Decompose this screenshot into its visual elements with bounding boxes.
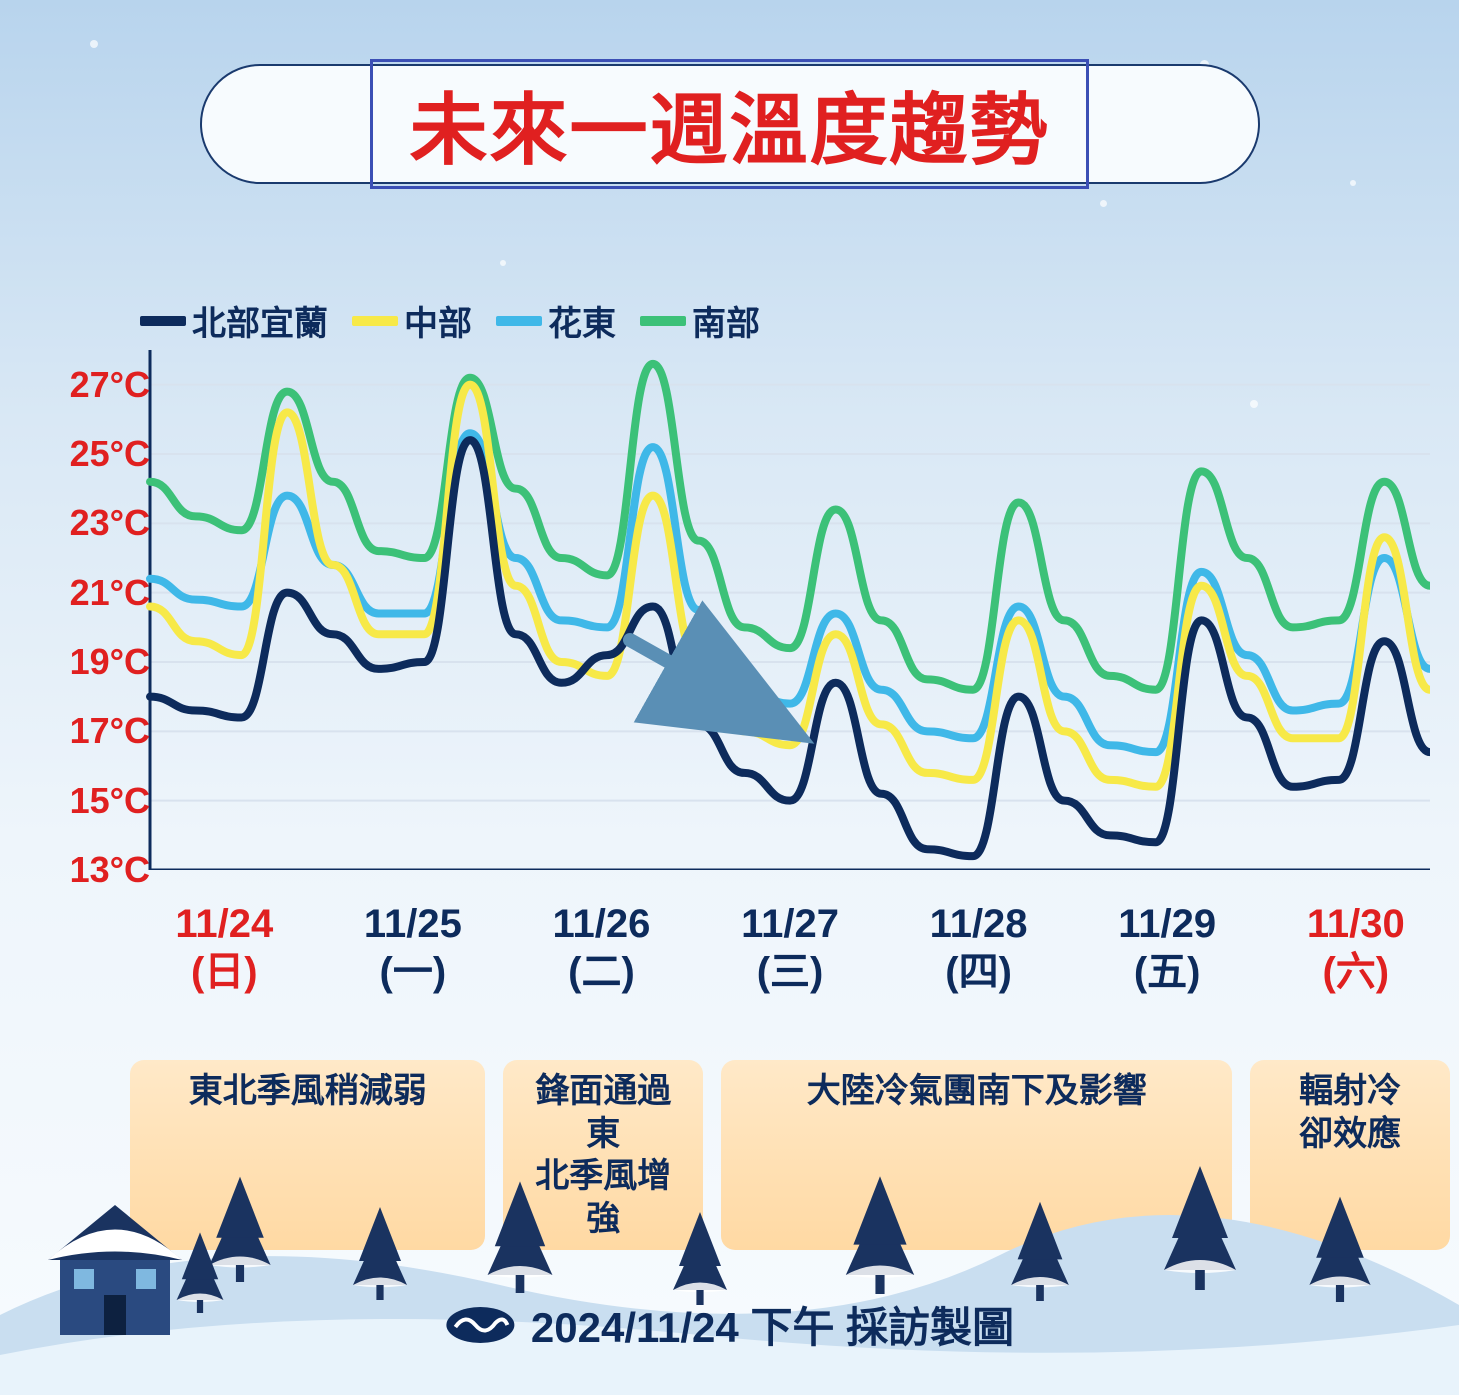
weather-note: 鋒面通過東北季風增強 [503, 1060, 703, 1250]
x-axis-label: 11/27(三) [696, 900, 885, 996]
x-axis-label: 11/28(四) [884, 900, 1073, 996]
cwb-logo-icon [445, 1303, 515, 1347]
legend-item: 南部 [640, 296, 760, 345]
title-pill: 未來一週溫度趨勢 [200, 64, 1260, 184]
y-tick-label: 13°C [70, 849, 150, 891]
legend-label: 花東 [548, 296, 616, 345]
legend-item: 中部 [352, 296, 472, 345]
legend-swatch [496, 316, 542, 326]
footer: 2024/11/24 下午 採訪製圖 [445, 1294, 1014, 1355]
x-axis-label: 11/26(二) [507, 900, 696, 996]
weather-note: 輻射冷卻效應 [1250, 1060, 1450, 1250]
x-axis-label: 11/24(日) [130, 900, 319, 996]
legend-swatch [140, 316, 186, 326]
y-tick-label: 21°C [70, 572, 150, 614]
footer-text: 2024/11/24 下午 採訪製圖 [531, 1294, 1014, 1355]
legend-label: 北部宜蘭 [192, 296, 328, 345]
y-tick-label: 15°C [70, 780, 150, 822]
x-axis-label: 11/29(五) [1073, 900, 1262, 996]
y-tick-label: 17°C [70, 710, 150, 752]
x-axis-label: 11/30(六) [1261, 900, 1450, 996]
legend-label: 南部 [692, 296, 760, 345]
page-title: 未來一週溫度趨勢 [370, 59, 1088, 189]
legend-item: 北部宜蘭 [140, 296, 328, 345]
y-tick-label: 19°C [70, 641, 150, 683]
y-tick-label: 27°C [70, 364, 150, 406]
legend-label: 中部 [404, 296, 472, 345]
legend: 北部宜蘭 中部 花東 南部 [140, 296, 760, 345]
y-tick-label: 25°C [70, 433, 150, 475]
temperature-chart: 13°C15°C17°C19°C21°C23°C25°C27°C [30, 350, 1430, 870]
weather-notes: 東北季風稍減弱鋒面通過東北季風增強大陸冷氣團南下及影響輻射冷卻效應 [130, 1060, 1450, 1250]
legend-item: 花東 [496, 296, 616, 345]
weather-note: 大陸冷氣團南下及影響 [721, 1060, 1232, 1250]
y-tick-label: 23°C [70, 502, 150, 544]
x-axis-labels: 11/24(日)11/25(一)11/26(二)11/27(三)11/28(四)… [130, 900, 1450, 996]
x-axis-label: 11/25(一) [319, 900, 508, 996]
legend-swatch [352, 316, 398, 326]
weather-note: 東北季風稍減弱 [130, 1060, 485, 1250]
legend-swatch [640, 316, 686, 326]
